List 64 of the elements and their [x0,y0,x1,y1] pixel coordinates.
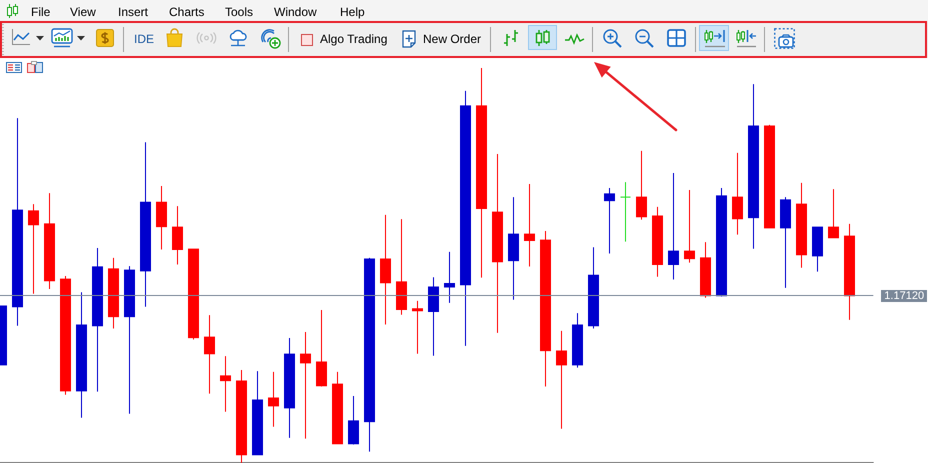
text: Insert [118,5,148,19]
candlestick [556,330,567,430]
candlestick [460,90,471,346]
candlestick [572,312,583,368]
candlestick [316,309,327,388]
candlestick [732,152,743,236]
candlestick [620,182,631,242]
candlestick [300,332,311,440]
candlestick [188,248,199,340]
candlestick [12,118,23,326]
candlestick [636,150,647,220]
candlestick [684,189,695,264]
candlestick [284,337,295,438]
candlestick [540,230,551,388]
candlestick [236,369,247,463]
candlestick [764,124,775,228]
candlestick [524,184,535,268]
text: Help [340,5,365,19]
candlestick [652,206,663,278]
text: View [70,5,96,19]
candlestick [604,187,615,254]
candlestick [828,188,839,238]
candlestick [812,226,823,272]
candlestick [748,84,759,250]
text: Window [274,5,317,19]
text: File [31,5,50,19]
candlestick [412,300,423,354]
candlestick [124,266,135,414]
candlestick [492,154,503,334]
text: 1.17120 [881,290,928,302]
candlestick [92,247,103,392]
candlestick [668,172,679,280]
candlestick [332,371,343,444]
text: Algo Trading [320,32,388,46]
text: New Order [423,32,482,46]
candlestick [796,182,807,268]
candlestick [76,292,87,418]
candlestick [108,257,119,329]
candlestick [508,196,519,300]
candlestick [780,196,791,288]
candlestick [364,257,375,452]
text: IDE [134,32,154,46]
candlestick [844,223,855,320]
candlestick [268,371,279,428]
candlestick [220,356,231,412]
candlestick [716,187,727,298]
text: Tools [225,5,254,19]
candlestick [204,314,215,394]
candlestick [588,246,599,329]
candlestick [252,370,263,456]
candlestick [28,204,39,294]
text: Charts [169,5,204,19]
candlestick [396,218,407,316]
candlestick [60,276,71,396]
candlestick [172,206,183,266]
candlestick [380,214,391,326]
candlestick [476,68,487,278]
candlestick [348,395,359,446]
candlestick [700,242,711,298]
candlestick [428,276,439,356]
candlestick [156,186,167,250]
candlestick [140,142,151,308]
candlestick [44,192,55,290]
candlestick [444,251,455,304]
